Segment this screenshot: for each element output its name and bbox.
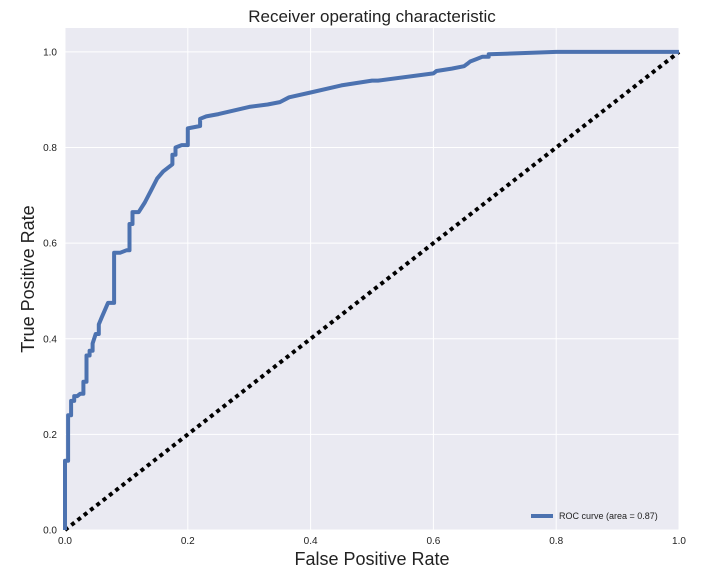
x-tick-label: 0.4 (304, 536, 318, 547)
plot-background (65, 28, 679, 530)
legend-label-roc: ROC curve (area = 0.87) (559, 511, 658, 521)
y-tick-label: 0.6 (43, 239, 57, 250)
x-tick-label: 0.2 (181, 536, 195, 547)
y-tick-label: 0.8 (43, 143, 57, 154)
grid-lines (64, 28, 680, 531)
legend: ROC curve (area = 0.87) (531, 511, 658, 521)
y-tick-label: 0.4 (43, 334, 57, 345)
y-tick-label: 0.0 (43, 526, 57, 537)
y-axis-label: True Positive Rate (18, 205, 38, 352)
y-tick-labels: 0.0 0.2 0.4 0.6 0.8 1.0 (43, 47, 57, 536)
x-tick-label: 1.0 (672, 536, 686, 547)
x-tick-label: 0.0 (58, 536, 72, 547)
x-tick-label: 0.8 (549, 536, 563, 547)
y-tick-label: 1.0 (43, 47, 57, 58)
x-tick-labels: 0.0 0.2 0.4 0.6 0.8 1.0 (58, 536, 686, 547)
y-tick-label: 0.2 (43, 430, 57, 441)
series-layer (63, 49, 681, 532)
chart-title: Receiver operating characteristic (248, 7, 496, 26)
chance-diagonal-line (63, 50, 681, 532)
x-axis-label: False Positive Rate (294, 549, 449, 569)
roc-curve-line (63, 49, 679, 530)
x-tick-label: 0.6 (426, 536, 440, 547)
